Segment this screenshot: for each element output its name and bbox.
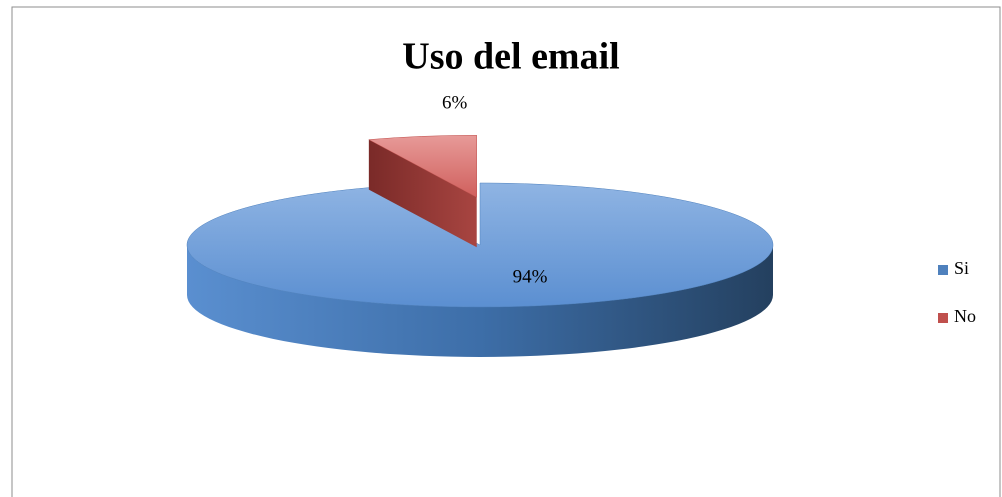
chart-title: Uso del email (402, 36, 619, 78)
legend-label: Si (954, 258, 969, 278)
data-label: 94% (513, 266, 548, 287)
chart-frame (11, 6, 1001, 497)
data-label: 6% (442, 93, 468, 114)
legend-swatch (938, 313, 948, 323)
pie-slice (367, 135, 477, 198)
legend-label: No (954, 306, 976, 326)
pie-slice (186, 182, 774, 308)
legend-swatch (938, 265, 948, 275)
pie-wall (368, 139, 477, 248)
pie-side (187, 245, 773, 357)
